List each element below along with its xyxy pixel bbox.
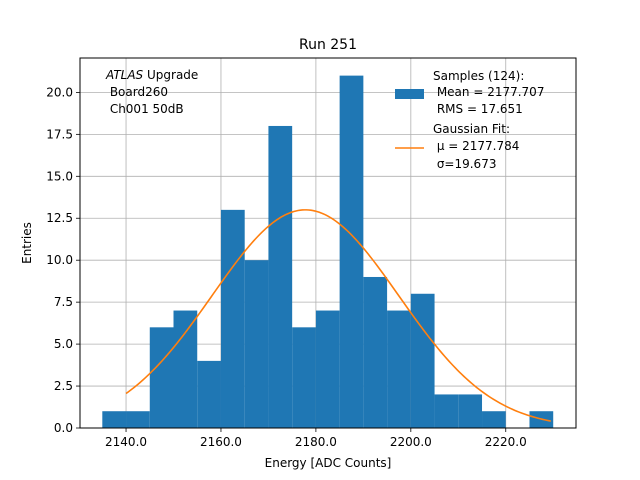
histogram-bar — [197, 360, 221, 428]
annotation-upgrade: Upgrade — [143, 68, 198, 82]
histogram-bar — [458, 394, 483, 428]
x-tick-label: 2200.0 — [390, 435, 432, 449]
y-tick-label: 20.0 — [46, 85, 73, 99]
histogram-bar — [292, 327, 316, 428]
annotation-line-3: Ch001 50dB — [106, 102, 184, 116]
y-tick-label: 5.0 — [54, 337, 73, 351]
histogram-bar — [102, 411, 127, 428]
y-tick-label: 10.0 — [46, 253, 73, 267]
x-tick-label: 2140.0 — [105, 435, 147, 449]
legend-fit-line-2: μ = 2177.784 — [433, 139, 519, 153]
y-tick-label: 7.5 — [54, 295, 73, 309]
y-tick-label: 12.5 — [46, 211, 73, 225]
legend-samples-line-2: Mean = 2177.707 — [433, 85, 544, 99]
annotation-atlas: ATLAS — [105, 68, 144, 82]
legend-fit-line-1: Gaussian Fit: — [433, 122, 510, 136]
y-axis-label: Entries — [20, 222, 34, 264]
legend-samples-line-1: Samples (124): — [433, 69, 524, 83]
histogram-bar — [434, 394, 459, 428]
histogram-bar — [315, 310, 340, 428]
y-tick-label: 2.5 — [54, 379, 73, 393]
histogram-bar — [220, 209, 245, 428]
annotation-line-1: ATLAS Upgrade — [105, 68, 198, 82]
x-axis-ticks: 2140.0 2160.0 2180.0 2200.0 2220.0 — [105, 428, 527, 449]
y-axis-ticks: 0.0 2.5 5.0 7.5 10.0 12.5 15.0 17.5 20.0 — [46, 85, 80, 435]
x-tick-label: 2180.0 — [295, 435, 337, 449]
histogram-bars — [102, 75, 554, 429]
histogram-bar — [363, 276, 388, 428]
histogram-bar — [410, 293, 435, 428]
y-tick-label: 17.5 — [46, 127, 73, 141]
x-tick-label: 2160.0 — [200, 435, 242, 449]
y-tick-label: 15.0 — [46, 169, 73, 183]
histogram-bar — [126, 411, 150, 428]
annotation-line-2: Board260 — [106, 85, 168, 99]
histogram-bar — [173, 310, 198, 428]
histogram-bar — [268, 125, 293, 429]
annotation-box: ATLAS Upgrade Board260 Ch001 50dB — [105, 68, 198, 116]
x-tick-label: 2220.0 — [485, 435, 527, 449]
plot-frame — [79, 57, 577, 429]
histogram-bar — [339, 75, 364, 428]
histogram-bar — [482, 411, 506, 428]
histogram-bar — [149, 327, 174, 428]
chart-title: Run 251 — [299, 37, 357, 53]
histogram-bar — [244, 260, 269, 428]
legend-samples-line-3: RMS = 17.651 — [433, 102, 523, 116]
legend-fit-line-3: σ=19.673 — [433, 157, 496, 171]
legend: Samples (124): Mean = 2177.707 RMS = 17.… — [395, 69, 544, 171]
y-tick-label: 0.0 — [54, 421, 73, 435]
gaussian-fit-line — [125, 209, 551, 422]
histogram-bar — [387, 310, 411, 428]
legend-samples-patch — [395, 89, 424, 99]
x-axis-label: Energy [ADC Counts] — [265, 456, 392, 470]
